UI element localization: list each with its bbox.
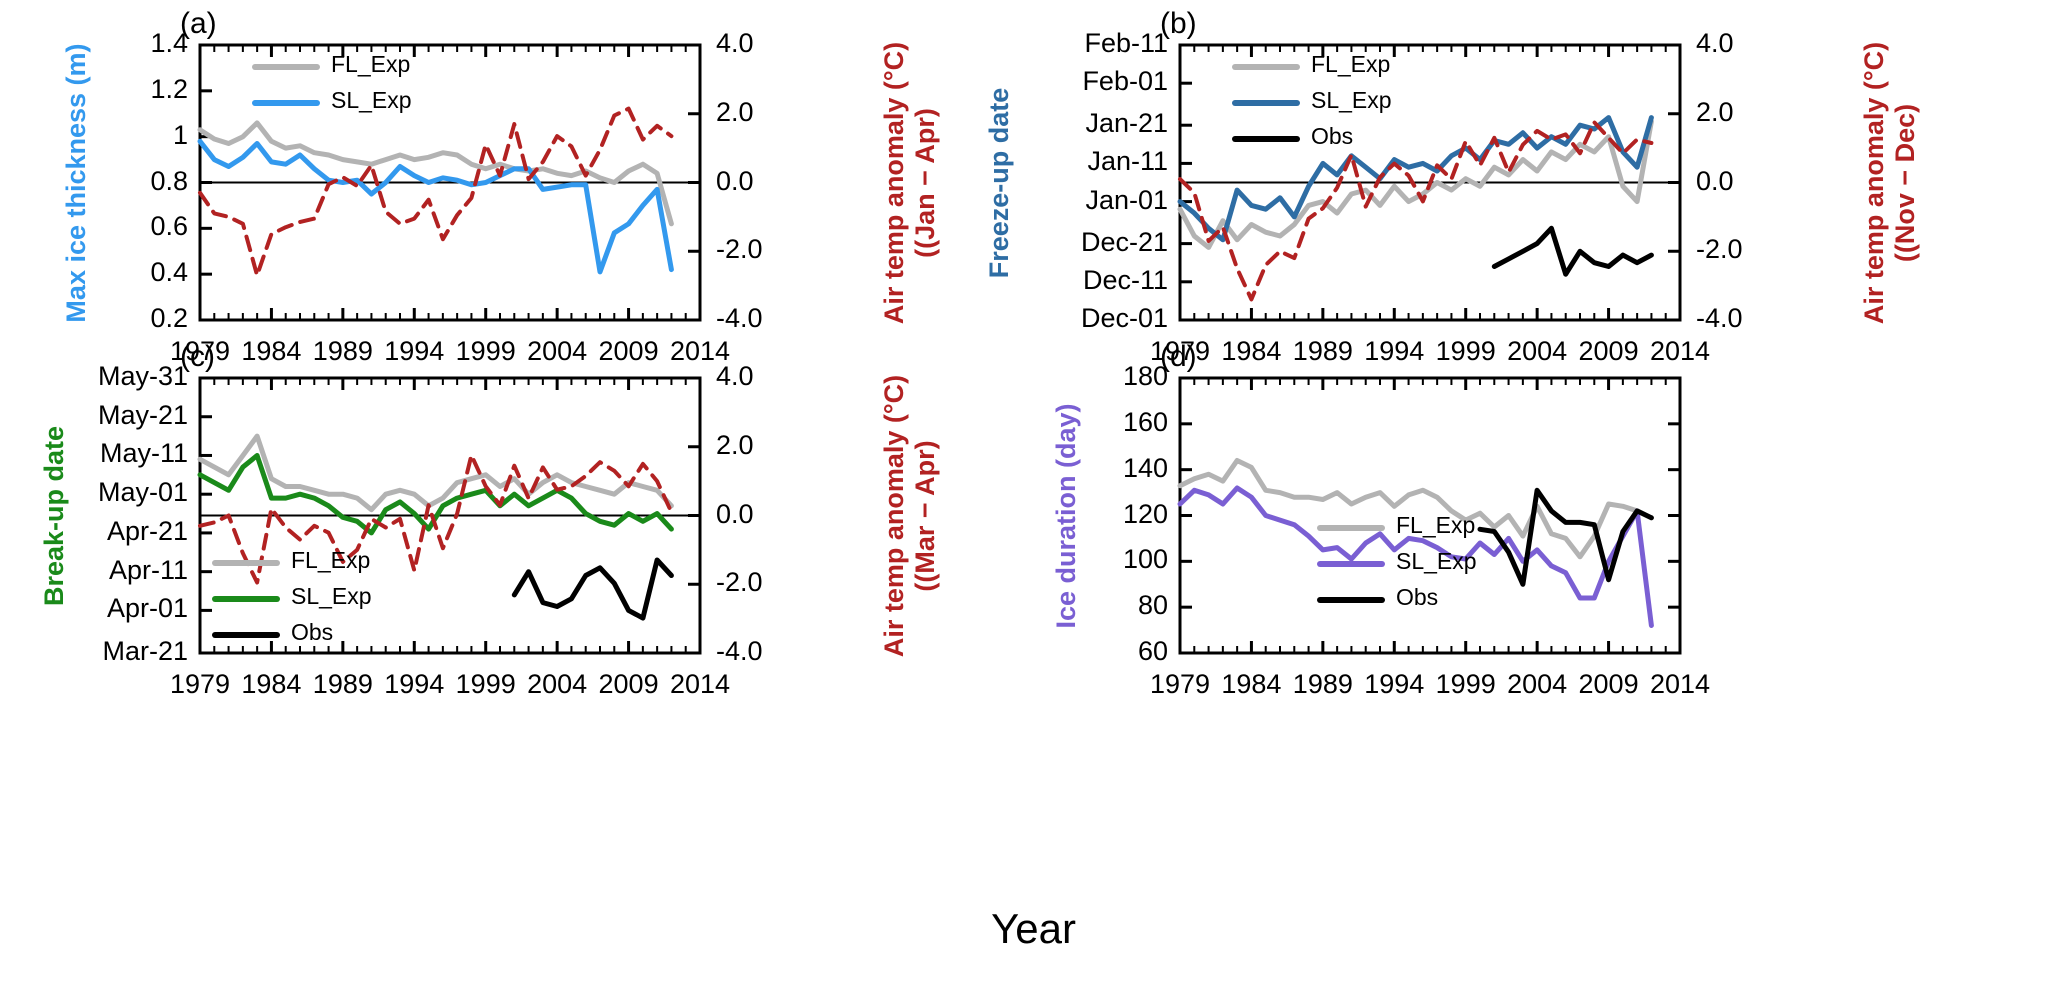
x-tick-label: 1994 xyxy=(384,336,445,366)
y2-tick-label: 2.0 xyxy=(716,96,754,127)
y-tick-label: 1.4 xyxy=(150,28,188,58)
panel-letter: (a) xyxy=(180,7,217,40)
panel-letter: (d) xyxy=(1160,340,1197,373)
legend-label: SL_Exp xyxy=(1396,548,1477,574)
y-tick-label: May-11 xyxy=(99,438,188,469)
y-tick-label: 0.4 xyxy=(150,257,188,288)
y-tick-label: 180 xyxy=(1122,361,1168,391)
x-tick-label: 1989 xyxy=(312,669,373,699)
x-tick-label: 2004 xyxy=(1507,669,1568,699)
y-tick-label: Dec-21 xyxy=(1080,226,1168,257)
y-tick-label: Jan-01 xyxy=(1085,184,1168,215)
y-tick-label: 80 xyxy=(1137,590,1168,621)
x-tick-label: 1984 xyxy=(1221,336,1282,366)
y2-tick-label: -4.0 xyxy=(716,636,763,666)
x-tick-label: 1999 xyxy=(1435,669,1496,699)
y-axis-title: Ice duration (day) xyxy=(1051,402,1081,629)
x-tick-label: 1994 xyxy=(1364,669,1425,699)
series-line xyxy=(1177,458,1654,560)
y-tick-label: May-21 xyxy=(97,399,188,430)
y-tick-label: 160 xyxy=(1122,406,1168,437)
y-tick-label: 1 xyxy=(172,119,188,150)
x-tick-label: 2009 xyxy=(1578,669,1639,699)
y-tick-label: Feb-11 xyxy=(1084,28,1168,58)
y-tick-label: May-01 xyxy=(97,477,188,508)
y-tick-label: Jan-11 xyxy=(1087,146,1168,177)
y-tick-label: May-31 xyxy=(97,361,188,391)
y2-tick-label: 4.0 xyxy=(716,361,754,391)
legend-label: SL_Exp xyxy=(331,87,412,113)
y-tick-label: 120 xyxy=(1122,498,1168,529)
x-tick-label: 1999 xyxy=(455,336,516,366)
y2-tick-label: 0.0 xyxy=(716,165,754,196)
y2-tick-label: 4.0 xyxy=(716,28,754,58)
x-tick-label: 2004 xyxy=(527,669,588,699)
y-tick-label: Dec-11 xyxy=(1082,264,1168,295)
x-tick-label: 2014 xyxy=(1649,336,1711,366)
legend-label: SL_Exp xyxy=(291,583,372,609)
y2-tick-label: -4.0 xyxy=(716,303,763,333)
x-tick-label: 1989 xyxy=(312,336,373,366)
legend-label: FL_Exp xyxy=(1396,512,1476,538)
x-tick-label: 2004 xyxy=(1507,336,1568,366)
panel-letter: (c) xyxy=(180,340,215,373)
y2-tick-label: -2.0 xyxy=(716,567,763,598)
x-tick-label: 2014 xyxy=(1649,669,1711,699)
y-tick-label: Mar-21 xyxy=(102,636,188,666)
y2-tick-label: 0.0 xyxy=(716,498,754,529)
x-tick-label: 1984 xyxy=(1221,669,1282,699)
legend-label: FL_Exp xyxy=(291,547,371,573)
y-tick-label: Apr-11 xyxy=(108,554,188,585)
x-tick-label: 1999 xyxy=(1435,336,1496,366)
panel-letter: (b) xyxy=(1160,7,1197,40)
x-tick-label: 1984 xyxy=(241,336,302,366)
y2-tick-label: -4.0 xyxy=(1696,303,1743,333)
y-tick-label: Apr-01 xyxy=(106,593,188,624)
y-tick-label: 60 xyxy=(1137,636,1168,666)
legend-label: FL_Exp xyxy=(331,51,411,77)
y-tick-label: 0.2 xyxy=(150,303,188,333)
series-line xyxy=(1477,487,1654,587)
y-tick-label: 1.2 xyxy=(150,73,188,104)
x-tick-label: 2009 xyxy=(598,669,659,699)
x-tick-label: 2014 xyxy=(669,669,731,699)
x-tick-label: 1994 xyxy=(384,669,445,699)
x-tick-label: 1979 xyxy=(1149,669,1211,699)
x-tick-label: 2004 xyxy=(527,336,588,366)
x-tick-label: 1984 xyxy=(241,669,302,699)
y-tick-label: 100 xyxy=(1122,544,1168,575)
y2-tick-label: 2.0 xyxy=(1696,96,1734,127)
y2-tick-label: 0.0 xyxy=(1696,165,1734,196)
y-tick-label: Dec-01 xyxy=(1080,303,1168,333)
legend-label: Obs xyxy=(291,619,334,645)
y-tick-label: Jan-21 xyxy=(1085,108,1168,139)
x-tick-label: 1994 xyxy=(1364,336,1425,366)
legend-label: Obs xyxy=(1311,123,1354,149)
x-axis-title: Year xyxy=(991,905,1076,952)
x-tick-label: 1979 xyxy=(169,336,231,366)
x-tick-label: 1989 xyxy=(1292,336,1353,366)
x-tick-label: 2009 xyxy=(1578,336,1639,366)
x-tick-label: 1989 xyxy=(1292,669,1353,699)
legend-label: FL_Exp xyxy=(1311,51,1391,77)
y-tick-label: Feb-01 xyxy=(1082,66,1168,97)
y-tick-label: 140 xyxy=(1122,452,1168,483)
y-tick-label: Apr-21 xyxy=(106,515,188,546)
y-tick-label: 0.6 xyxy=(150,211,188,242)
x-tick-label: 1979 xyxy=(169,669,231,699)
x-tick-label: 2014 xyxy=(669,336,731,366)
legend-label: SL_Exp xyxy=(1311,87,1392,113)
x-tick-label: 1999 xyxy=(455,669,516,699)
x-tick-label: 2009 xyxy=(598,336,659,366)
y2-tick-label: 2.0 xyxy=(716,429,754,460)
legend-label: Obs xyxy=(1396,584,1439,610)
y2-tick-label: -2.0 xyxy=(716,234,763,265)
y2-tick-label: 4.0 xyxy=(1696,28,1734,58)
x-tick-label: 1979 xyxy=(1149,336,1211,366)
y2-tick-label: -2.0 xyxy=(1696,234,1743,265)
y-tick-label: 0.8 xyxy=(150,165,188,196)
